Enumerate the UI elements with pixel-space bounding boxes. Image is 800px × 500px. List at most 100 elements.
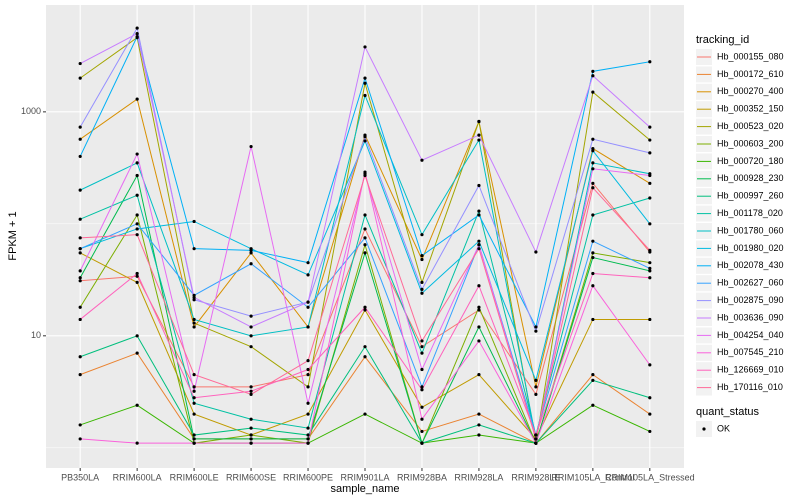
data-point xyxy=(477,138,481,142)
data-point xyxy=(78,125,82,129)
data-point xyxy=(420,429,424,434)
legend-label: Hb_003636_090 xyxy=(717,312,784,322)
data-point xyxy=(192,433,196,437)
legend-label: OK xyxy=(717,423,730,433)
data-point xyxy=(591,373,595,377)
data-point xyxy=(306,325,310,329)
y-axis-label: FPKM + 1 xyxy=(7,211,19,260)
data-point xyxy=(420,339,424,343)
x-tick-label: RRIM105LA_Stressed xyxy=(605,472,695,482)
data-point xyxy=(135,271,139,276)
data-point xyxy=(420,254,424,258)
legend-label: Hb_000928_230 xyxy=(717,173,784,183)
legend-label: Hb_000997_260 xyxy=(717,191,784,201)
data-point xyxy=(591,255,595,260)
data-point xyxy=(249,248,253,252)
data-point xyxy=(534,329,538,333)
data-point xyxy=(78,247,82,251)
data-point xyxy=(135,34,139,39)
data-point xyxy=(363,227,367,231)
legend-label: Hb_001980_020 xyxy=(717,243,784,253)
data-point xyxy=(591,251,595,255)
data-point xyxy=(420,417,424,421)
data-point xyxy=(306,401,310,405)
data-point xyxy=(78,305,82,309)
data-point xyxy=(477,423,481,427)
data-point xyxy=(363,139,367,143)
legend-label: Hb_000352_150 xyxy=(717,104,784,114)
legend-label: Hb_000172_610 xyxy=(717,69,784,79)
data-point xyxy=(648,151,652,155)
data-point xyxy=(135,173,139,178)
data-point xyxy=(306,273,310,277)
data-point xyxy=(78,279,82,283)
data-point xyxy=(648,222,652,226)
data-point xyxy=(78,373,82,377)
data-point xyxy=(192,317,196,322)
data-point xyxy=(78,61,82,66)
data-point xyxy=(78,188,82,192)
data-point xyxy=(306,412,310,416)
legend-label: Hb_000523_020 xyxy=(717,121,784,131)
data-point xyxy=(648,261,652,265)
x-tick-label: RRIM600LA xyxy=(113,472,162,482)
data-point xyxy=(192,396,196,400)
legend-label: Hb_000603_200 xyxy=(717,138,784,148)
data-point xyxy=(306,437,310,441)
data-point xyxy=(363,345,367,349)
legend-label: Hb_007545_210 xyxy=(717,347,784,357)
data-point xyxy=(135,403,139,407)
data-point xyxy=(192,437,196,441)
data-point xyxy=(78,423,82,427)
data-point xyxy=(78,236,82,240)
data-point xyxy=(249,392,253,396)
data-point xyxy=(363,81,367,85)
data-point xyxy=(477,339,481,343)
data-point xyxy=(477,284,481,288)
data-point xyxy=(591,317,595,322)
legend-point xyxy=(702,427,706,431)
data-point xyxy=(249,385,253,389)
data-point xyxy=(534,392,538,396)
data-point xyxy=(249,437,253,441)
data-point xyxy=(192,321,196,325)
data-point xyxy=(78,355,82,359)
x-tick-label: PB350LA xyxy=(61,472,99,482)
data-point xyxy=(420,287,424,291)
data-point xyxy=(477,213,481,217)
data-point xyxy=(192,219,196,224)
data-point xyxy=(249,389,253,393)
legend-title: tracking_id xyxy=(696,34,749,46)
data-point xyxy=(135,213,139,217)
data-point xyxy=(135,334,139,338)
data-point xyxy=(135,441,139,445)
data-point xyxy=(648,248,652,252)
data-point xyxy=(192,412,196,416)
data-point xyxy=(534,378,538,382)
data-point xyxy=(306,441,310,445)
data-point xyxy=(591,69,595,73)
legend-label: Hb_002875_090 xyxy=(717,295,784,305)
data-point xyxy=(192,385,196,389)
legend-label: Hb_004254_040 xyxy=(717,330,784,340)
data-point xyxy=(591,403,595,407)
data-point xyxy=(648,317,652,322)
data-point xyxy=(78,317,82,322)
data-point xyxy=(135,227,139,231)
legend-label: Hb_002078_430 xyxy=(717,260,784,270)
data-point xyxy=(477,247,481,251)
data-point xyxy=(477,133,481,137)
data-point xyxy=(135,274,139,278)
data-point xyxy=(648,412,652,416)
data-point xyxy=(363,135,367,139)
data-point xyxy=(192,389,196,393)
data-point xyxy=(477,305,481,309)
data-point xyxy=(192,373,196,377)
data-point xyxy=(591,167,595,171)
legend-label: Hb_000155_080 xyxy=(717,51,784,61)
data-point xyxy=(477,209,481,213)
data-point xyxy=(534,433,538,437)
data-point xyxy=(591,161,595,165)
data-point xyxy=(420,367,424,372)
